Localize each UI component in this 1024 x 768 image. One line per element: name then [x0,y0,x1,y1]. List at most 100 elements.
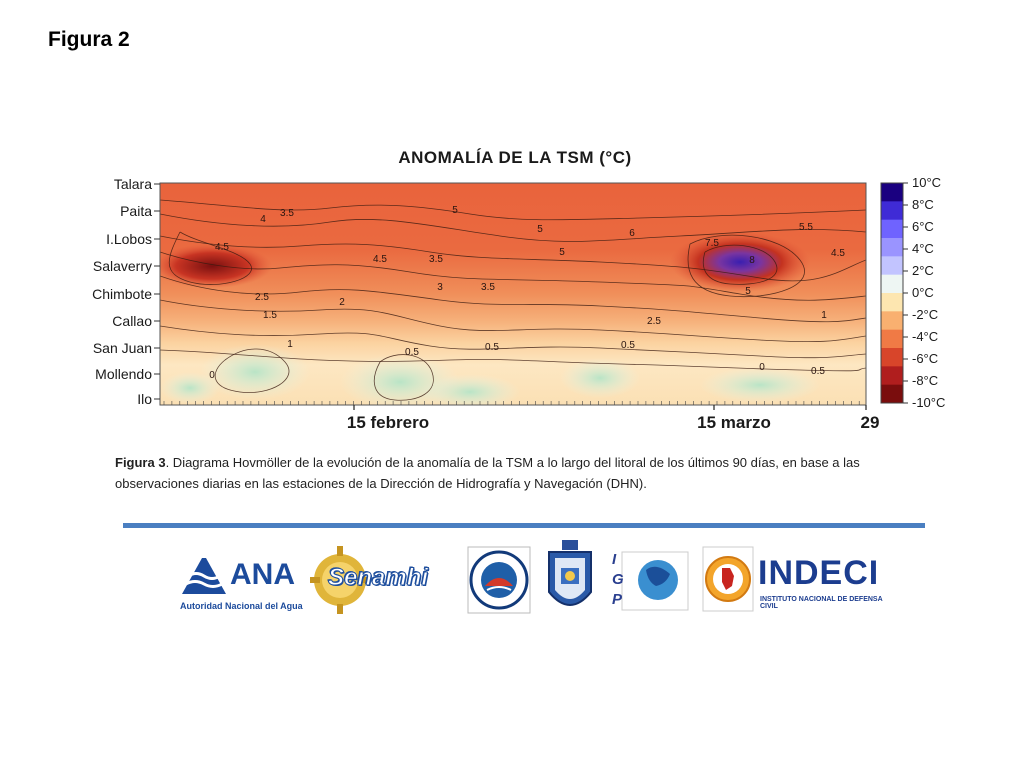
contour-label: 3.5 [481,282,495,293]
colorbar-label: 2°C [912,263,934,278]
contour-label: 4.5 [831,248,845,259]
contour-label: 5 [745,286,751,297]
y-tick-label: Salaverry [93,258,152,274]
contour-label: 7.5 [705,238,719,249]
contour-label: 2.5 [647,316,661,327]
contour-lines [160,199,866,401]
x-tick-label: 29 [861,413,880,432]
y-tick-label: I.Lobos [106,231,152,247]
contour-line [160,235,866,282]
contour-label: 0 [759,362,765,373]
contour-label: 5 [559,247,565,258]
y-tick-label: San Juan [93,340,152,356]
senamhi-wordmark: Senamhi [327,564,429,592]
colorbar-label: 4°C [912,241,934,256]
contour-label: 1 [287,339,293,350]
navy-crest [545,540,595,618]
igp-wordmark: IGP [612,551,624,608]
cool-patch-4 [560,358,640,398]
hovmoller-chart: 4.5 5 3.5 4 6 7.5 8 5.5 2.5 1.5 2 3 1 0.5 0 3.5 3.5 4.5 5 0… [92,175,945,432]
colorbar-segment [881,274,903,294]
caption-label: Figura 3 [115,455,166,470]
contour-line [160,325,866,359]
contour-label: 3 [437,282,443,293]
igp-logo: IGP [610,546,690,614]
colorbar-segment [881,238,903,257]
y-tick-label: Ilo [137,391,152,407]
chart-title: ANOMALÍA DE LA TSM (°C) [398,148,632,167]
y-tick-label: Chimbote [92,286,152,302]
contour-line [168,231,252,285]
contour-label: 2 [339,297,345,308]
contour-line [214,348,290,393]
colorbar-label: -4°C [912,329,938,344]
colorbar-segment [881,256,903,276]
senamhi-sun-icon [310,546,370,614]
colorbar-segment [881,293,903,312]
colorbar-label: -8°C [912,373,938,388]
colorbar: 10°C 8°C 6°C 4°C 2°C 0°C -2°C -4°C -6°C -8°C -10°C [880,175,945,410]
colorbar-label: -6°C [912,351,938,366]
colorbar-segment [881,384,903,404]
contour-label: 5.5 [799,222,813,233]
colorbar-segment [881,311,903,331]
senamhi-logo: Senamhi [310,542,450,618]
separator-rule [123,523,925,528]
y-tick-label: Paita [120,203,152,219]
colorbar-segment [881,201,903,221]
contour-label: 0.5 [485,342,499,353]
x-tick-label: 15 marzo [697,413,771,432]
contour-line [160,199,866,221]
y-axis: Talara Paita I.Lobos Salaverry Chimbote Calla… [92,176,160,407]
colorbar-label: -10°C [912,395,945,410]
imarpe-seal [467,546,531,614]
colorbar-segment [881,329,903,349]
contour-label: 4.5 [373,254,387,265]
contour-label: 5 [537,224,543,235]
cool-patch-5 [700,367,820,403]
indeci-wordmark: INDECI [758,554,880,592]
colorbar-label: 8°C [912,197,934,212]
contour-label: 5 [452,205,458,216]
imarpe-seal-icon [467,546,531,614]
contour-line [687,234,805,298]
contour-line [702,244,778,285]
contour-line [160,299,866,343]
x-tick-label: 15 febrero [347,413,429,432]
colorbar-segment [881,366,903,386]
colorbar-segment [881,183,903,202]
indeci-logo: INDECI INSTITUTO NACIONAL DE DEFENSA CIV… [702,546,890,614]
ana-logo: ANA Autoridad Nacional del Agua [180,550,305,615]
slide-title: Figura 2 [48,28,130,51]
y-tick-label: Talara [114,176,152,192]
contour-label: 3.5 [429,254,443,265]
plot-area: 4.5 5 3.5 4 6 7.5 8 5.5 2.5 1.5 2 3 1 0.5 0 3.5 3.5 4.5 5 0… [160,183,866,405]
ana-name: ANA [230,558,295,591]
contour-label: 3.5 [280,208,294,219]
colorbar-segment [881,219,903,239]
cool-patch-3 [420,374,520,405]
colorbar-label: 10°C [912,175,941,190]
igp-icon [621,551,689,611]
warm-core-march [670,232,810,292]
colorbar-label: -2°C [912,307,938,322]
contour-label: 8 [749,255,755,266]
contour-label-group: 4.5 5 3.5 4 6 7.5 8 5.5 2.5 1.5 2 3 1 0.5 0 3.5 3.5 4.5 5 0… [209,205,845,381]
cool-patch-6 [160,372,220,404]
ana-wave-icon [182,558,226,594]
logo-strip: ANA Autoridad Nacional del Agua Senamhi [170,540,890,620]
contour-line [160,275,866,323]
contour-line [373,354,434,401]
contour-label: 1 [821,310,827,321]
colorbar-segment [881,348,903,367]
contour-label: 0.5 [811,366,825,377]
y-tick-label: Mollendo [95,366,152,382]
contour-label: 4.5 [215,242,229,253]
colorbar-label: 0°C [912,285,934,300]
contour-label: 0.5 [405,347,419,358]
indeci-seal-icon [702,546,754,612]
contour-label: 4 [260,214,266,225]
indeci-subtitle: INSTITUTO NACIONAL DE DEFENSA CIVIL [760,596,883,610]
ana-subtitle: Autoridad Nacional del Agua [180,601,303,611]
contour-line [160,349,866,372]
